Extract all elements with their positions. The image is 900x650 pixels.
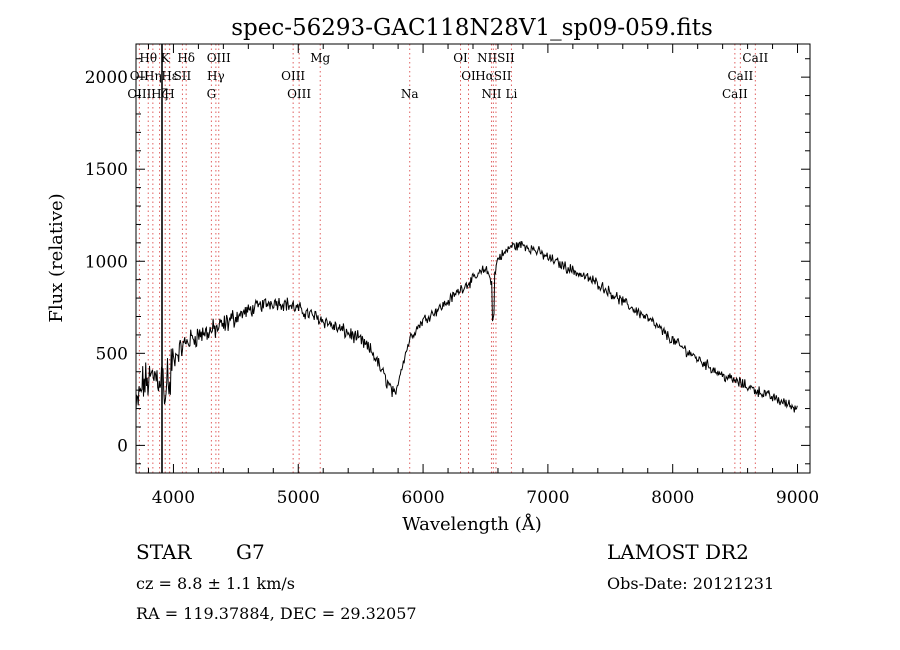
spectral-line-label: Hε [161, 69, 178, 83]
coordinates: RA = 119.37884, DEC = 29.32057 [136, 604, 417, 623]
spectral-line-label: OI [461, 69, 476, 83]
spectral-line-label: OI [453, 51, 468, 65]
spectral-line-label: OIII [281, 69, 305, 83]
spectral-line-label: Hζ [151, 87, 168, 101]
x-tick-label: 7000 [526, 488, 569, 508]
spectral-line-label: NIISII [477, 51, 515, 65]
redshift-cz: cz = 8.8 ± 1.1 km/s [136, 574, 295, 593]
spectral-line-label: SII [174, 69, 192, 83]
spectrum-line [135, 240, 798, 413]
x-tick-label: 4000 [152, 488, 195, 508]
y-tick-label: 1000 [85, 252, 128, 272]
x-tick-label: 5000 [277, 488, 320, 508]
spectral-line-label: CaII [727, 69, 753, 83]
spectral-line-label: OIII [207, 51, 231, 65]
x-tick-label: 9000 [776, 488, 819, 508]
spectral-line-label: Hη [144, 69, 162, 83]
spectral-line-label: Hγ [207, 69, 225, 83]
spectral-line-label: OIII [127, 87, 151, 101]
spectral-line-label: HαSII [475, 69, 512, 83]
y-tick-label: 500 [96, 344, 128, 364]
observation-date: Obs-Date: 20121231 [607, 574, 775, 593]
survey-name: LAMOST DR2 [607, 540, 749, 564]
y-axis-label: Flux (relative) [46, 193, 67, 322]
spectral-line-markers [138, 44, 756, 473]
x-tick-label: 8000 [651, 488, 694, 508]
chart-title: spec-56293-GAC118N28V1_sp09-059.fits [231, 15, 713, 41]
spectral-line-label: Li [506, 87, 518, 101]
spectral-line-label: K [161, 51, 171, 65]
spectral-line-label: OII [130, 69, 150, 83]
spectral-line-label: CaII [722, 87, 748, 101]
spectral-line-label: Na [401, 87, 419, 101]
object-subclass: G7 [236, 540, 265, 564]
spectral-line-label: G [207, 87, 217, 101]
spectral-line-label: Hθ [139, 51, 157, 65]
x-axis-label: Wavelength (Å) [402, 513, 542, 535]
object-class: STAR [136, 540, 192, 564]
spectral-line-label: OIII [287, 87, 311, 101]
spectral-line-label: CaII [742, 51, 768, 65]
axis-ticks: 4000 5000 6000 7000 8000 9000 0 500 1000 1500 2000 [85, 44, 819, 508]
spectral-line-label: NII [481, 87, 501, 101]
spectral-line-label: H [164, 87, 174, 101]
spectral-line-label: Hδ [177, 51, 195, 65]
x-tick-label: 6000 [401, 488, 444, 508]
y-tick-label: 0 [117, 436, 128, 456]
plot-frame [135, 43, 811, 474]
y-tick-label: 1500 [85, 160, 128, 180]
y-tick-label: 2000 [85, 68, 128, 88]
spectral-line-label: Mg [310, 51, 330, 65]
